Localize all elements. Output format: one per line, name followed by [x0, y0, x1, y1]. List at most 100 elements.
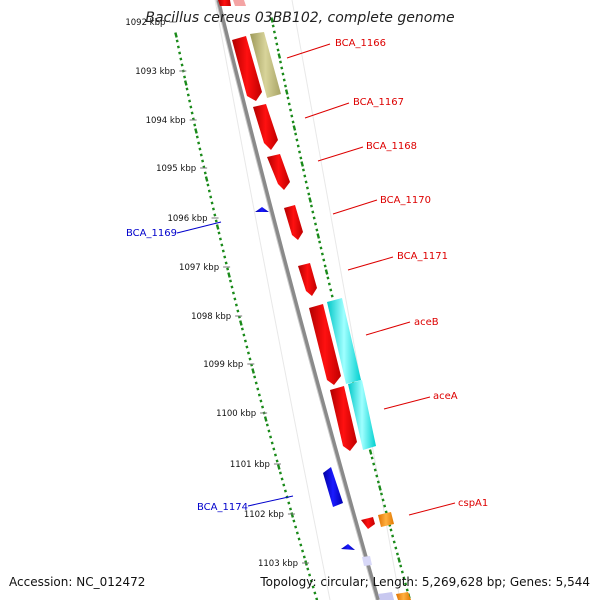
gc-skew-mark	[185, 87, 189, 91]
map-title: Bacillus cereus 03BB102, complete genome	[145, 10, 455, 26]
gene-label-bca-1170[interactable]: BCA_1170	[380, 195, 431, 206]
gc-skew-mark	[231, 291, 235, 295]
gene-bca-1171[interactable]	[298, 263, 317, 296]
gc-skew-mark	[316, 233, 321, 239]
feature-aceb-cyan[interactable]	[327, 298, 361, 384]
tick-label: 1099 kbp	[203, 360, 243, 370]
gc-skew-mark	[283, 489, 287, 493]
gc-skew-mark	[188, 99, 192, 103]
gc-skew-mark	[280, 477, 284, 481]
gene-bca-1174[interactable]	[323, 467, 343, 507]
feature-cspa1-orange[interactable]	[378, 512, 394, 527]
tick-label: 1094 kbp	[146, 116, 186, 126]
gc-skew-mark	[282, 78, 286, 82]
gc-skew-mark	[330, 294, 334, 298]
gc-skew-mark	[227, 272, 231, 278]
leader-acea	[383, 396, 431, 410]
gc-skew-mark	[289, 108, 292, 112]
gc-skew-mark	[199, 153, 203, 157]
gene-label-acea[interactable]: aceA	[433, 391, 458, 402]
tick-label: 1102 kbp	[244, 510, 284, 520]
gc-skew-mark	[327, 282, 331, 286]
gc-skew-mark	[242, 333, 246, 337]
track-boundary-outer	[291, 0, 401, 600]
gc-skew-mark	[323, 264, 327, 268]
gc-skew-mark	[226, 267, 230, 271]
tick-label: 1100 kbp	[216, 409, 256, 419]
leader-bca-1170	[332, 199, 378, 215]
gc-skew-mark	[174, 32, 178, 38]
gc-skew-mark	[254, 381, 258, 385]
genome-backbone-highlight	[215, 0, 377, 600]
gene-bca-1169[interactable]	[255, 207, 269, 212]
gene-cspa1[interactable]	[361, 517, 375, 529]
gene-bca-1166[interactable]	[232, 36, 262, 101]
gc-skew-mark	[270, 17, 274, 23]
gc-skew-mark	[183, 75, 187, 79]
gc-skew-mark	[405, 588, 409, 592]
gc-skew-mark	[306, 567, 310, 571]
gc-skew-mark	[269, 435, 273, 439]
gc-skew-mark	[195, 135, 199, 139]
gc-skew-mark	[240, 327, 244, 331]
gc-skew-mark	[183, 80, 188, 86]
gene-partial-top[interactable]	[218, 0, 231, 6]
gc-skew-mark	[277, 53, 282, 59]
gene-label-cspa1[interactable]: cspA1	[458, 498, 488, 509]
gc-skew-mark	[239, 320, 243, 326]
gc-skew-mark	[402, 576, 406, 580]
gc-skew-mark	[230, 285, 234, 289]
gc-skew-mark	[394, 546, 398, 550]
gc-skew-mark	[272, 447, 276, 451]
gc-skew-mark	[368, 449, 373, 455]
gc-skew-mark	[214, 219, 218, 223]
gc-skew-mark	[206, 183, 210, 187]
feature-acea-cyan[interactable]	[348, 380, 376, 450]
gc-skew-mark	[320, 252, 324, 256]
feature-bottom-orange[interactable]	[396, 592, 411, 600]
gc-skew-mark	[207, 189, 211, 193]
gc-skew-mark	[375, 474, 379, 478]
gc-skew-mark	[313, 591, 317, 595]
gc-skew-mark	[190, 111, 194, 115]
gene-label-bca-1171[interactable]: BCA_1171	[397, 251, 448, 262]
gc-skew-mark	[404, 582, 408, 586]
gc-skew-mark	[292, 125, 297, 131]
gene-acea-b[interactable]	[309, 304, 341, 385]
gc-skew-mark	[376, 480, 380, 484]
gene-partial-top-2[interactable]	[233, 0, 246, 6]
gc-skew-mark	[322, 258, 326, 262]
gc-skew-mark	[193, 123, 197, 127]
gc-skew-mark	[305, 186, 309, 190]
gc-skew-mark	[324, 269, 329, 275]
gc-skew-mark	[300, 161, 304, 167]
gc-skew-mark	[297, 537, 301, 541]
tick-label: 1097 kbp	[179, 263, 219, 273]
gc-skew-mark	[213, 213, 217, 217]
feature-blue-faint[interactable]	[362, 556, 372, 566]
gc-skew-mark	[287, 501, 291, 505]
gc-skew-mark	[218, 237, 222, 241]
gc-skew-mark	[291, 120, 295, 124]
gene-label-bca-1166[interactable]: BCA_1166	[335, 38, 386, 49]
gc-skew-mark	[245, 345, 249, 349]
feature-bottom-lilac[interactable]	[378, 592, 394, 600]
gene-bca-1167[interactable]	[253, 104, 278, 150]
gc-skew-mark	[221, 249, 225, 253]
gc-skew-mark	[211, 207, 215, 211]
gc-skew-mark	[290, 512, 295, 518]
gene-label-bca-1167[interactable]: BCA_1167	[353, 97, 404, 108]
gene-bca-1170[interactable]	[284, 205, 303, 240]
gene-bca-1168[interactable]	[267, 154, 290, 190]
gene-label-bca-1168[interactable]: BCA_1168	[366, 141, 417, 152]
scale-ticks: 1092 kbp 1093 kbp 1094 kbp 1095 kbp 1096 kbp…	[125, 18, 310, 569]
gene-label-bca-1174[interactable]: BCA_1174	[197, 502, 248, 513]
gene-acea[interactable]	[330, 386, 357, 451]
gene-bca-1175[interactable]	[341, 544, 355, 550]
gc-skew-mark	[194, 128, 198, 134]
gene-label-bca-1169[interactable]: BCA_1169	[126, 228, 177, 239]
gc-skew-mark	[294, 525, 298, 529]
feature-bca-1166-khaki[interactable]	[250, 32, 281, 98]
gene-label-aceb[interactable]: aceB	[414, 317, 439, 328]
gc-skew-mark	[392, 540, 396, 544]
